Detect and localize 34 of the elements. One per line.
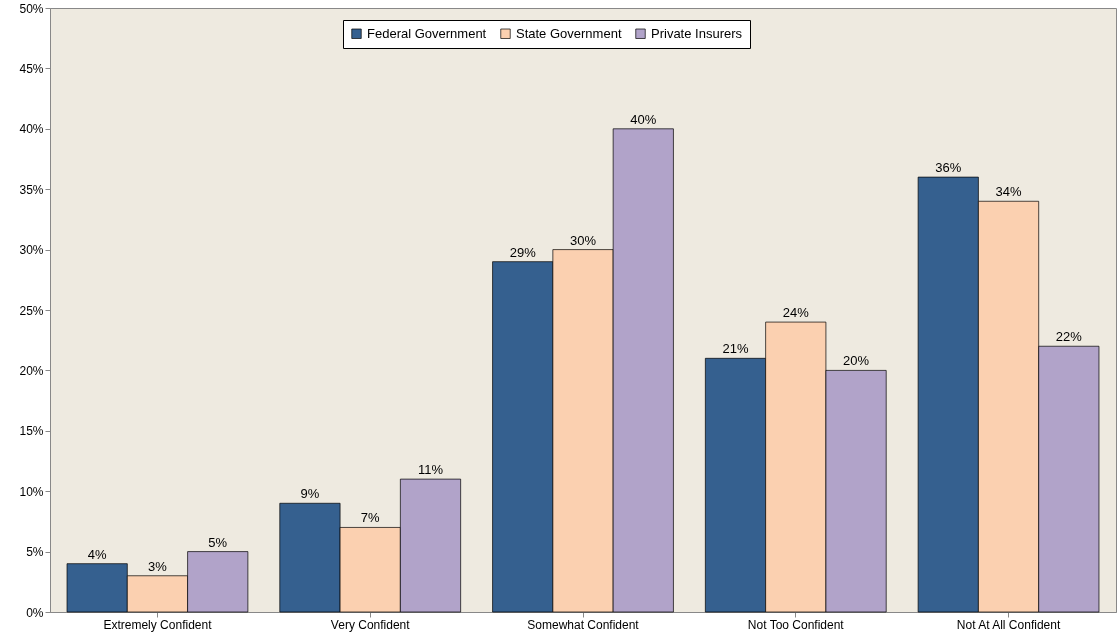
y-tick-label: 5% (26, 545, 44, 560)
data-label: 22% (1055, 329, 1083, 345)
data-label: 29% (509, 244, 537, 260)
y-tick-label: 15% (19, 424, 44, 439)
legend-label: Federal Government (367, 25, 487, 41)
data-label: 24% (782, 305, 810, 321)
data-label: 11% (417, 462, 444, 478)
data-label: 9% (300, 486, 320, 502)
y-tick-label: 40% (19, 122, 44, 137)
data-label: 5% (208, 534, 228, 550)
data-label: 20% (843, 353, 870, 369)
x-tick-label: Not At All Confident (956, 617, 1061, 632)
data-label: 7% (360, 510, 381, 526)
y-tick-label: 20% (19, 363, 44, 378)
data-label: 36% (935, 160, 962, 176)
data-label: 40% (630, 111, 657, 127)
y-tick-label: 10% (19, 484, 44, 499)
data-label: 30% (569, 232, 597, 248)
legend-label: Private Insurers (651, 25, 743, 41)
y-tick-label: 45% (19, 61, 44, 76)
y-tick-label: 30% (19, 243, 44, 258)
x-tick-label: Somewhat Confident (527, 617, 640, 632)
data-label: 21% (722, 341, 749, 357)
y-tick-label: 0% (26, 605, 44, 620)
data-label: 4% (87, 546, 107, 562)
y-tick-label: 50% (19, 1, 44, 16)
data-label: 34% (995, 184, 1022, 200)
y-tick-label: 35% (19, 182, 44, 197)
legend-label: State Government (516, 25, 622, 41)
x-tick-label: Very Confident (330, 617, 411, 632)
x-tick-label: Extremely Confident (103, 617, 213, 632)
y-tick-label: 25% (19, 303, 44, 318)
x-tick-label: Not Too Confident (747, 617, 845, 632)
data-label: 3% (148, 558, 168, 574)
